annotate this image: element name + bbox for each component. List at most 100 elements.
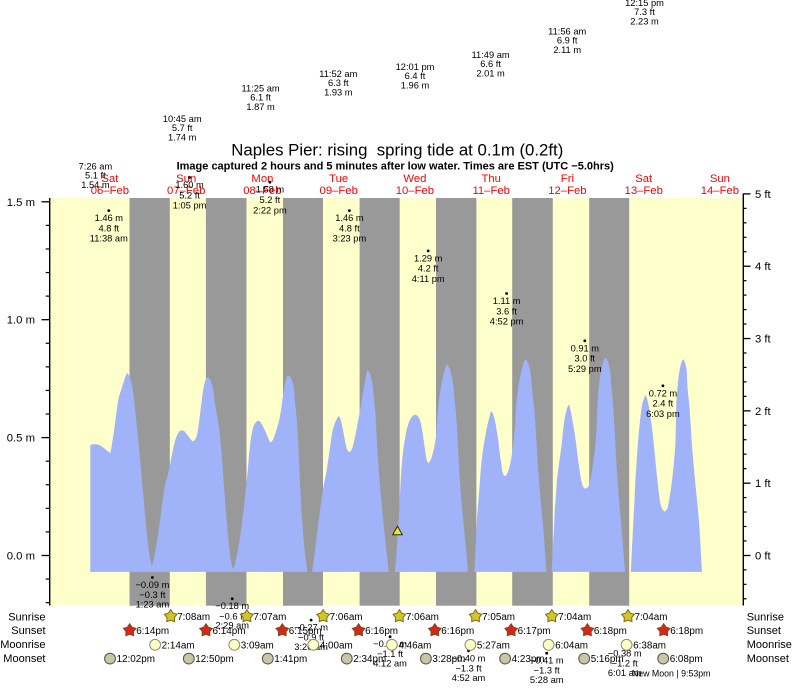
svg-text:4:11 pm: 4:11 pm	[412, 274, 445, 284]
svg-text:Sunrise: Sunrise	[8, 611, 45, 623]
svg-text:Sun: Sun	[176, 173, 196, 185]
svg-text:1.11 m: 1.11 m	[493, 296, 521, 306]
svg-text:11:56 am: 11:56 am	[548, 27, 586, 37]
svg-text:1.54 m: 1.54 m	[81, 180, 110, 190]
svg-text:1.5 m: 1.5 m	[7, 197, 35, 209]
svg-text:New Moon | 9:53pm: New Moon | 9:53pm	[632, 668, 711, 678]
svg-text:0.0 m: 0.0 m	[7, 551, 35, 563]
svg-text:4.8 ft: 4.8 ft	[98, 223, 119, 233]
svg-text:6.6 ft: 6.6 ft	[480, 59, 501, 69]
svg-text:2:34pm: 2:34pm	[353, 654, 386, 665]
svg-text:06–Feb: 06–Feb	[91, 185, 129, 197]
svg-text:1.93 m: 1.93 m	[324, 88, 353, 98]
svg-text:1.29 m: 1.29 m	[414, 253, 443, 263]
svg-text:12:02pm: 12:02pm	[117, 654, 155, 665]
svg-text:7:26 am: 7:26 am	[79, 162, 113, 172]
svg-text:2.11 m: 2.11 m	[553, 45, 581, 55]
svg-text:1:05 pm: 1:05 pm	[173, 201, 207, 211]
svg-text:4:00am: 4:00am	[320, 640, 353, 651]
svg-text:Wed: Wed	[403, 173, 426, 185]
svg-text:7:06am: 7:06am	[330, 612, 363, 623]
svg-text:6:03 pm: 6:03 pm	[646, 409, 680, 419]
svg-text:3:09am: 3:09am	[241, 640, 274, 651]
svg-text:6:18pm: 6:18pm	[594, 626, 627, 637]
svg-text:Tue: Tue	[329, 173, 348, 185]
svg-text:−0.3 ft: −0.3 ft	[139, 590, 166, 600]
svg-text:Mon: Mon	[251, 173, 273, 185]
svg-text:Moonset: Moonset	[3, 653, 45, 665]
svg-text:−0.6 ft: −0.6 ft	[219, 611, 246, 621]
svg-text:6:16pm: 6:16pm	[441, 626, 474, 637]
svg-text:4:52 am: 4:52 am	[452, 673, 486, 683]
svg-text:3.0 ft: 3.0 ft	[574, 354, 595, 364]
svg-text:1.87 m: 1.87 m	[246, 102, 275, 112]
svg-text:12:50pm: 12:50pm	[195, 654, 233, 665]
svg-text:Sat: Sat	[101, 173, 119, 185]
svg-text:2.4 ft: 2.4 ft	[653, 399, 674, 409]
svg-text:−1.3 ft: −1.3 ft	[455, 663, 482, 673]
svg-text:5:29 pm: 5:29 pm	[568, 364, 602, 374]
svg-text:3:28pm: 3:28pm	[432, 654, 465, 665]
svg-text:6:04am: 6:04am	[555, 640, 588, 651]
svg-text:−0.41 m: −0.41 m	[530, 656, 564, 666]
svg-text:11–Feb: 11–Feb	[472, 185, 509, 197]
svg-text:Image captured 2 hours and 5 m: Image captured 2 hours and 5 minutes aft…	[177, 160, 615, 172]
svg-text:7:04am: 7:04am	[635, 612, 668, 623]
svg-text:6:38am: 6:38am	[633, 640, 666, 651]
svg-text:2.23 m: 2.23 m	[630, 17, 659, 27]
svg-text:Naples Pier: rising spring ti: Naples Pier: rising spring tide at 0.1m …	[231, 140, 563, 159]
svg-text:1.46 m: 1.46 m	[335, 213, 364, 223]
svg-text:Sunset: Sunset	[747, 625, 781, 637]
svg-text:14–Feb: 14–Feb	[701, 185, 739, 197]
svg-text:7:06am: 7:06am	[406, 612, 439, 623]
svg-text:−0.27 m: −0.27 m	[294, 623, 328, 633]
svg-text:Sat: Sat	[635, 173, 653, 185]
svg-text:0.5 m: 0.5 m	[7, 433, 35, 445]
svg-text:10:45 am: 10:45 am	[163, 114, 202, 124]
svg-text:0 ft: 0 ft	[755, 551, 772, 563]
svg-text:1 ft: 1 ft	[755, 478, 772, 490]
svg-text:6.9 ft: 6.9 ft	[557, 36, 578, 46]
svg-text:6:18pm: 6:18pm	[670, 626, 703, 637]
svg-text:3.6 ft: 3.6 ft	[496, 306, 517, 316]
svg-text:4:12 am: 4:12 am	[373, 659, 407, 669]
svg-text:12:15 pm: 12:15 pm	[625, 0, 664, 8]
svg-text:2 ft: 2 ft	[755, 406, 772, 418]
svg-text:Sunset: Sunset	[11, 625, 45, 637]
svg-text:6.3 ft: 6.3 ft	[328, 78, 349, 88]
svg-text:Sun: Sun	[710, 173, 730, 185]
svg-text:09–Feb: 09–Feb	[320, 185, 358, 197]
svg-text:5.2 ft: 5.2 ft	[179, 190, 200, 200]
svg-text:4 ft: 4 ft	[755, 261, 772, 273]
svg-text:11:38 am: 11:38 am	[90, 234, 128, 244]
svg-text:−0.18 m: −0.18 m	[215, 601, 249, 611]
svg-text:10–Feb: 10–Feb	[396, 185, 434, 197]
svg-text:4:46am: 4:46am	[398, 640, 431, 651]
svg-text:7:04am: 7:04am	[558, 612, 591, 623]
svg-text:7.3 ft: 7.3 ft	[634, 7, 655, 17]
svg-text:4:23pm: 4:23pm	[512, 654, 545, 665]
svg-text:6:08pm: 6:08pm	[670, 654, 703, 665]
svg-text:6:16pm: 6:16pm	[365, 626, 398, 637]
svg-text:2:14am: 2:14am	[162, 640, 195, 651]
svg-text:1.0 m: 1.0 m	[7, 315, 35, 327]
svg-text:07–Feb: 07–Feb	[167, 185, 205, 197]
svg-text:2:22 pm: 2:22 pm	[253, 205, 287, 215]
svg-text:−0.9 ft: −0.9 ft	[298, 633, 325, 643]
svg-text:1:23 am: 1:23 am	[136, 599, 170, 609]
svg-text:−0.38 m: −0.38 m	[608, 649, 642, 659]
svg-text:4.8 ft: 4.8 ft	[339, 223, 360, 233]
svg-text:1:41pm: 1:41pm	[274, 654, 307, 665]
svg-text:2.01 m: 2.01 m	[476, 69, 505, 79]
svg-text:6.4 ft: 6.4 ft	[405, 71, 426, 81]
svg-text:12:01 pm: 12:01 pm	[396, 62, 435, 72]
svg-text:11:49 am: 11:49 am	[472, 50, 510, 60]
svg-text:7:05am: 7:05am	[482, 612, 515, 623]
svg-text:Fri: Fri	[561, 173, 574, 185]
svg-text:6:14pm: 6:14pm	[136, 626, 169, 637]
svg-text:−0.40 m: −0.40 m	[452, 653, 486, 663]
svg-text:−0.09 m: −0.09 m	[135, 580, 169, 590]
svg-text:5.2 ft: 5.2 ft	[260, 195, 281, 205]
svg-text:7:07am: 7:07am	[253, 612, 286, 623]
svg-text:1.96 m: 1.96 m	[401, 81, 430, 91]
